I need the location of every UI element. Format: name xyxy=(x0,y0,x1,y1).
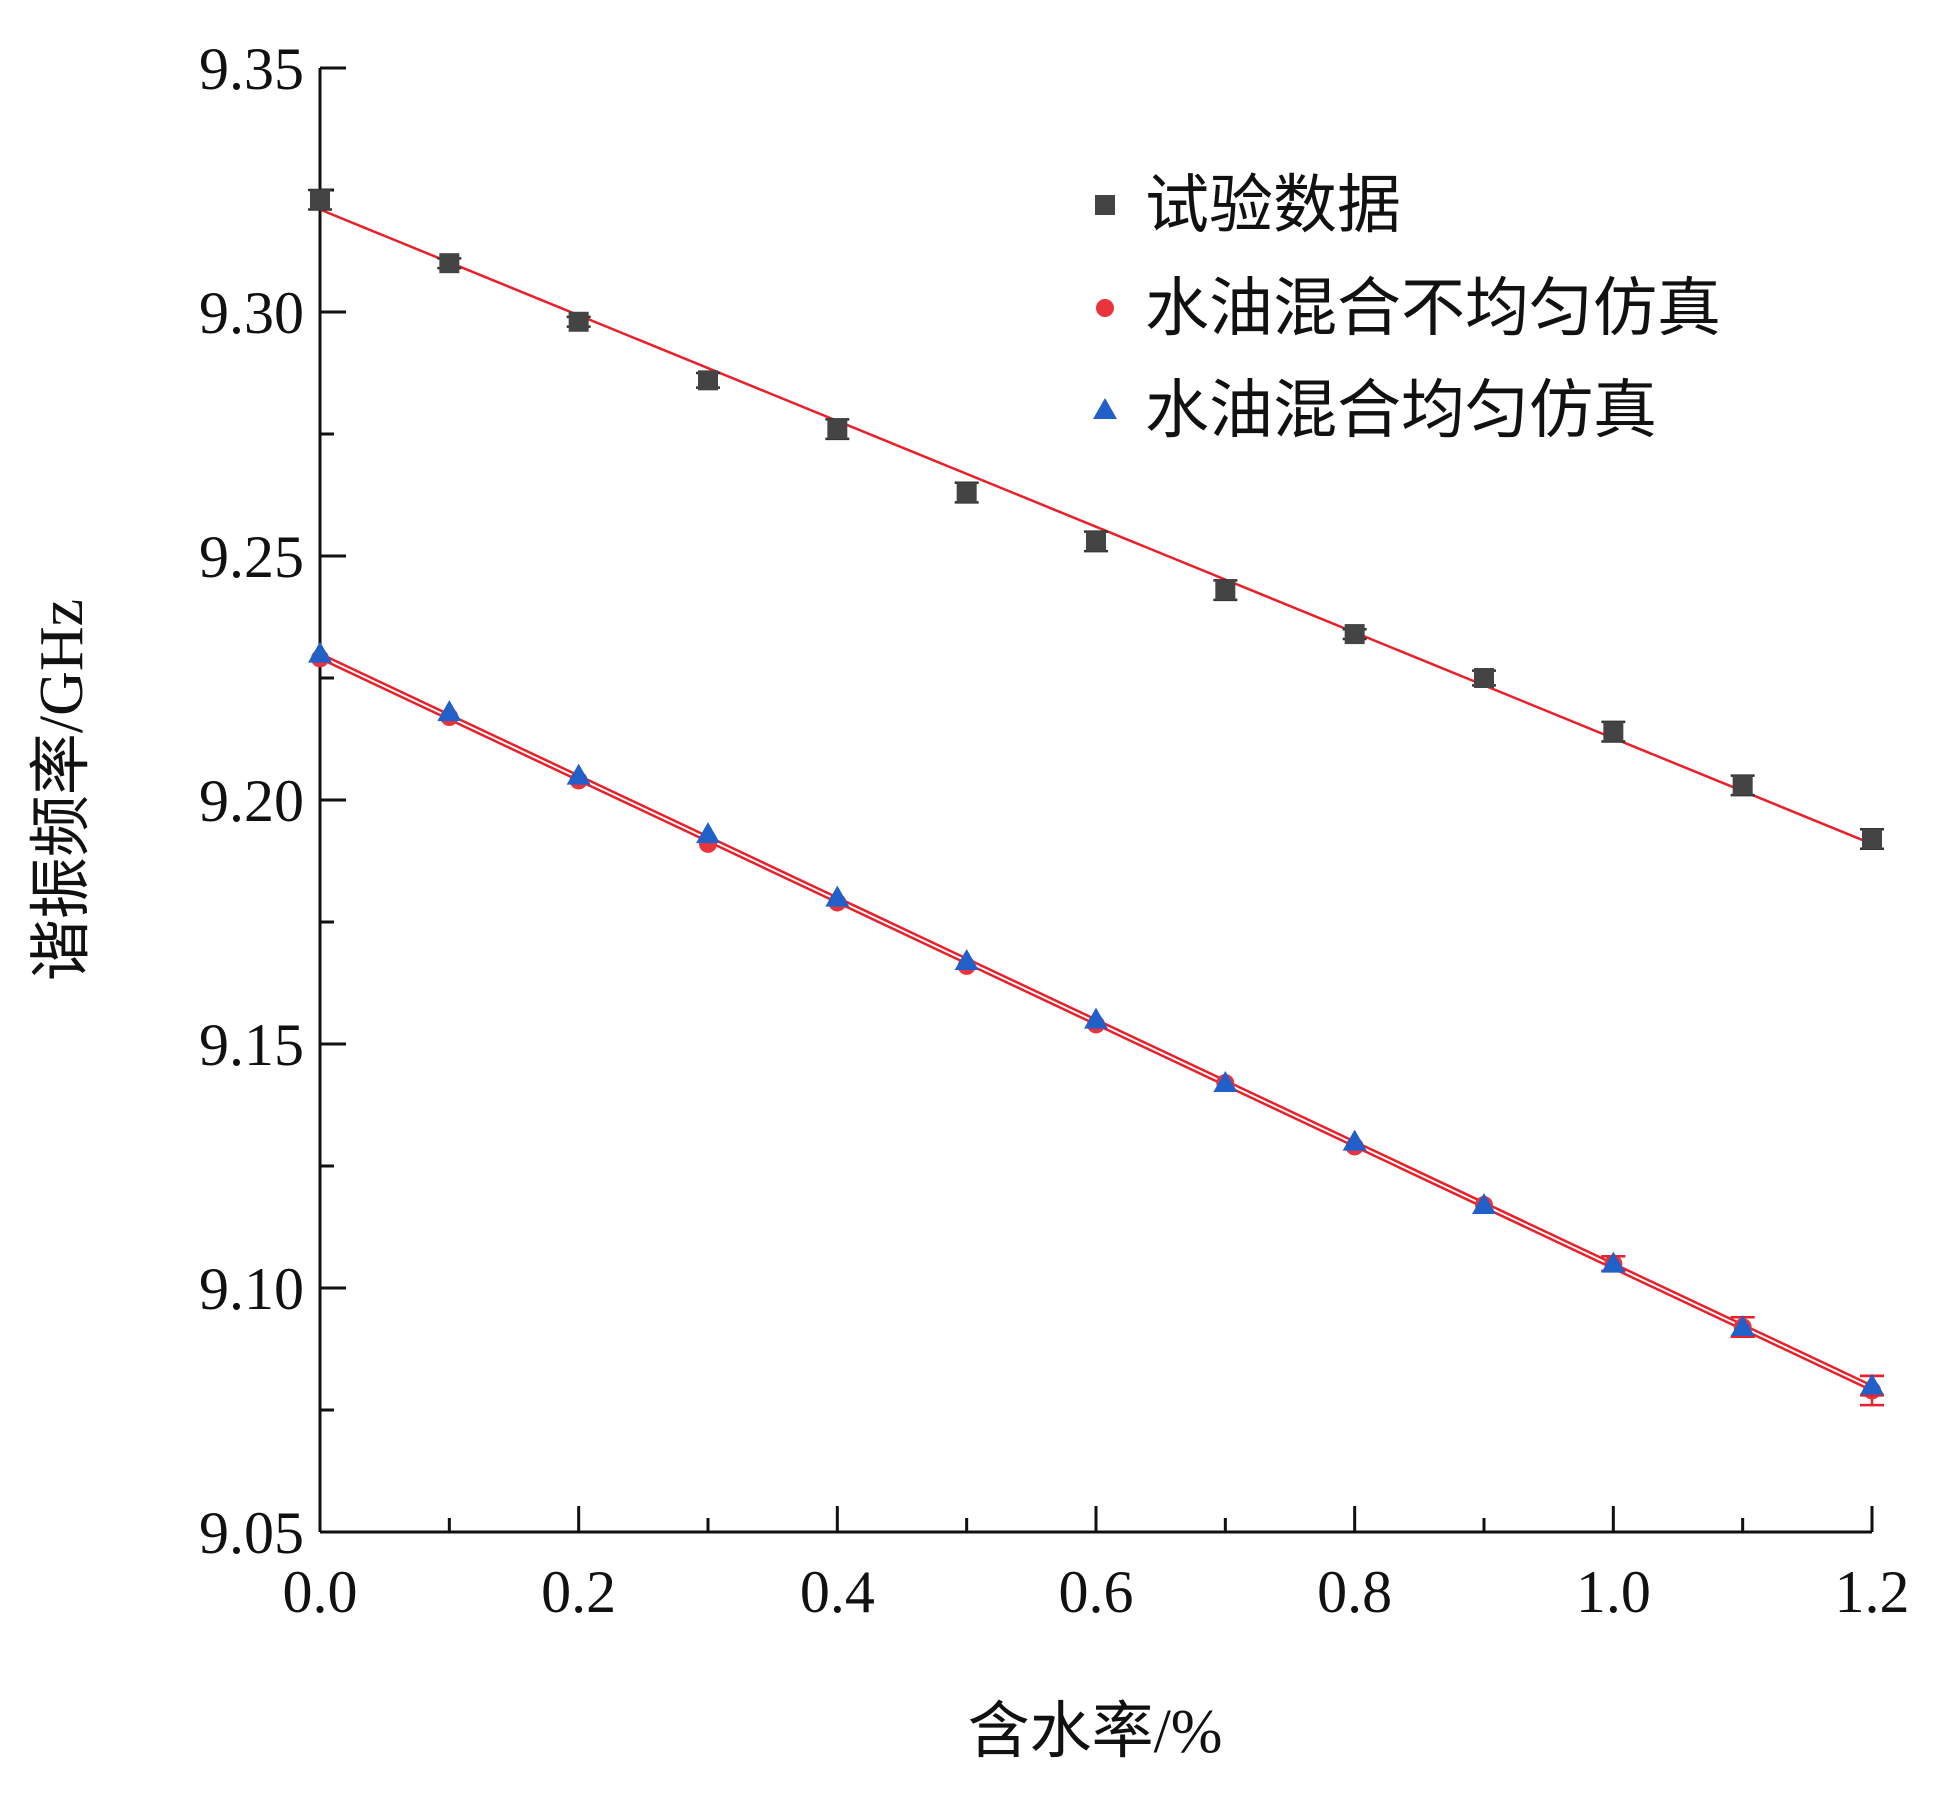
x-axis-title: 含水率/% xyxy=(968,1698,1223,1766)
data-point-square xyxy=(698,370,718,391)
data-point-square xyxy=(568,311,589,332)
y-tick-label: 9.20 xyxy=(199,768,304,834)
x-tick-label: 0.4 xyxy=(800,1559,875,1625)
y-tick-label: 9.35 xyxy=(199,36,304,102)
x-tick-label: 0.6 xyxy=(1059,1559,1134,1625)
x-tick-label: 1.2 xyxy=(1835,1559,1910,1625)
data-point-square xyxy=(1086,531,1106,552)
legend-marker-square xyxy=(1095,195,1115,215)
data-point-square xyxy=(827,419,848,440)
data-point-square xyxy=(1732,775,1753,796)
data-marks xyxy=(308,188,1884,1407)
data-point-triangle xyxy=(1601,1251,1626,1273)
data-point-triangle xyxy=(1342,1129,1367,1151)
data-point-triangle xyxy=(437,700,462,722)
axes: 9.05 9.10 9.15 9.20 9.25 9.30 9.35 0.0 0.2 0.4 0.6… xyxy=(199,36,1910,1625)
data-point-triangle xyxy=(1730,1315,1755,1337)
x-tick-label: 0.8 xyxy=(1317,1559,1392,1625)
x-tick-label: 0.2 xyxy=(541,1559,616,1625)
y-tick-label: 9.15 xyxy=(199,1012,304,1078)
legend-marker-triangle xyxy=(1093,398,1117,419)
data-point-square xyxy=(439,253,460,274)
data-point-triangle xyxy=(1860,1373,1884,1395)
x-tick-label: 1.0 xyxy=(1576,1559,1651,1625)
data-point-square xyxy=(1474,668,1494,688)
y-tick-label: 9.25 xyxy=(199,524,304,590)
data-point-triangle xyxy=(1084,1007,1108,1029)
data-point-triangle xyxy=(825,885,850,907)
data-point-square xyxy=(310,189,330,210)
data-point-triangle xyxy=(1472,1193,1496,1215)
data-point-triangle xyxy=(696,822,720,844)
legend-label: 试验数据 xyxy=(1145,169,1401,243)
y-tick-label: 9.10 xyxy=(199,1256,304,1322)
legend-marker-circle xyxy=(1096,299,1114,317)
legend-label: 水油混合均匀仿真 xyxy=(1145,374,1657,448)
data-point-square xyxy=(1862,829,1882,850)
y-axis-title: 谐振频率/GHz xyxy=(28,599,96,981)
data-point-triangle xyxy=(1213,1071,1238,1093)
data-point-triangle xyxy=(566,763,591,785)
data-point-triangle xyxy=(308,641,332,663)
data-point-square xyxy=(1344,624,1365,645)
data-point-square xyxy=(1603,721,1624,742)
x-tick-label: 0.0 xyxy=(283,1559,358,1625)
y-tick-label: 9.30 xyxy=(199,280,304,346)
data-point-square xyxy=(1215,580,1236,601)
data-point-triangle xyxy=(954,949,979,971)
y-tick-label: 9.05 xyxy=(199,1500,304,1566)
legend-label: 水油混合不均匀仿真 xyxy=(1145,272,1721,346)
data-point-square xyxy=(956,482,977,503)
